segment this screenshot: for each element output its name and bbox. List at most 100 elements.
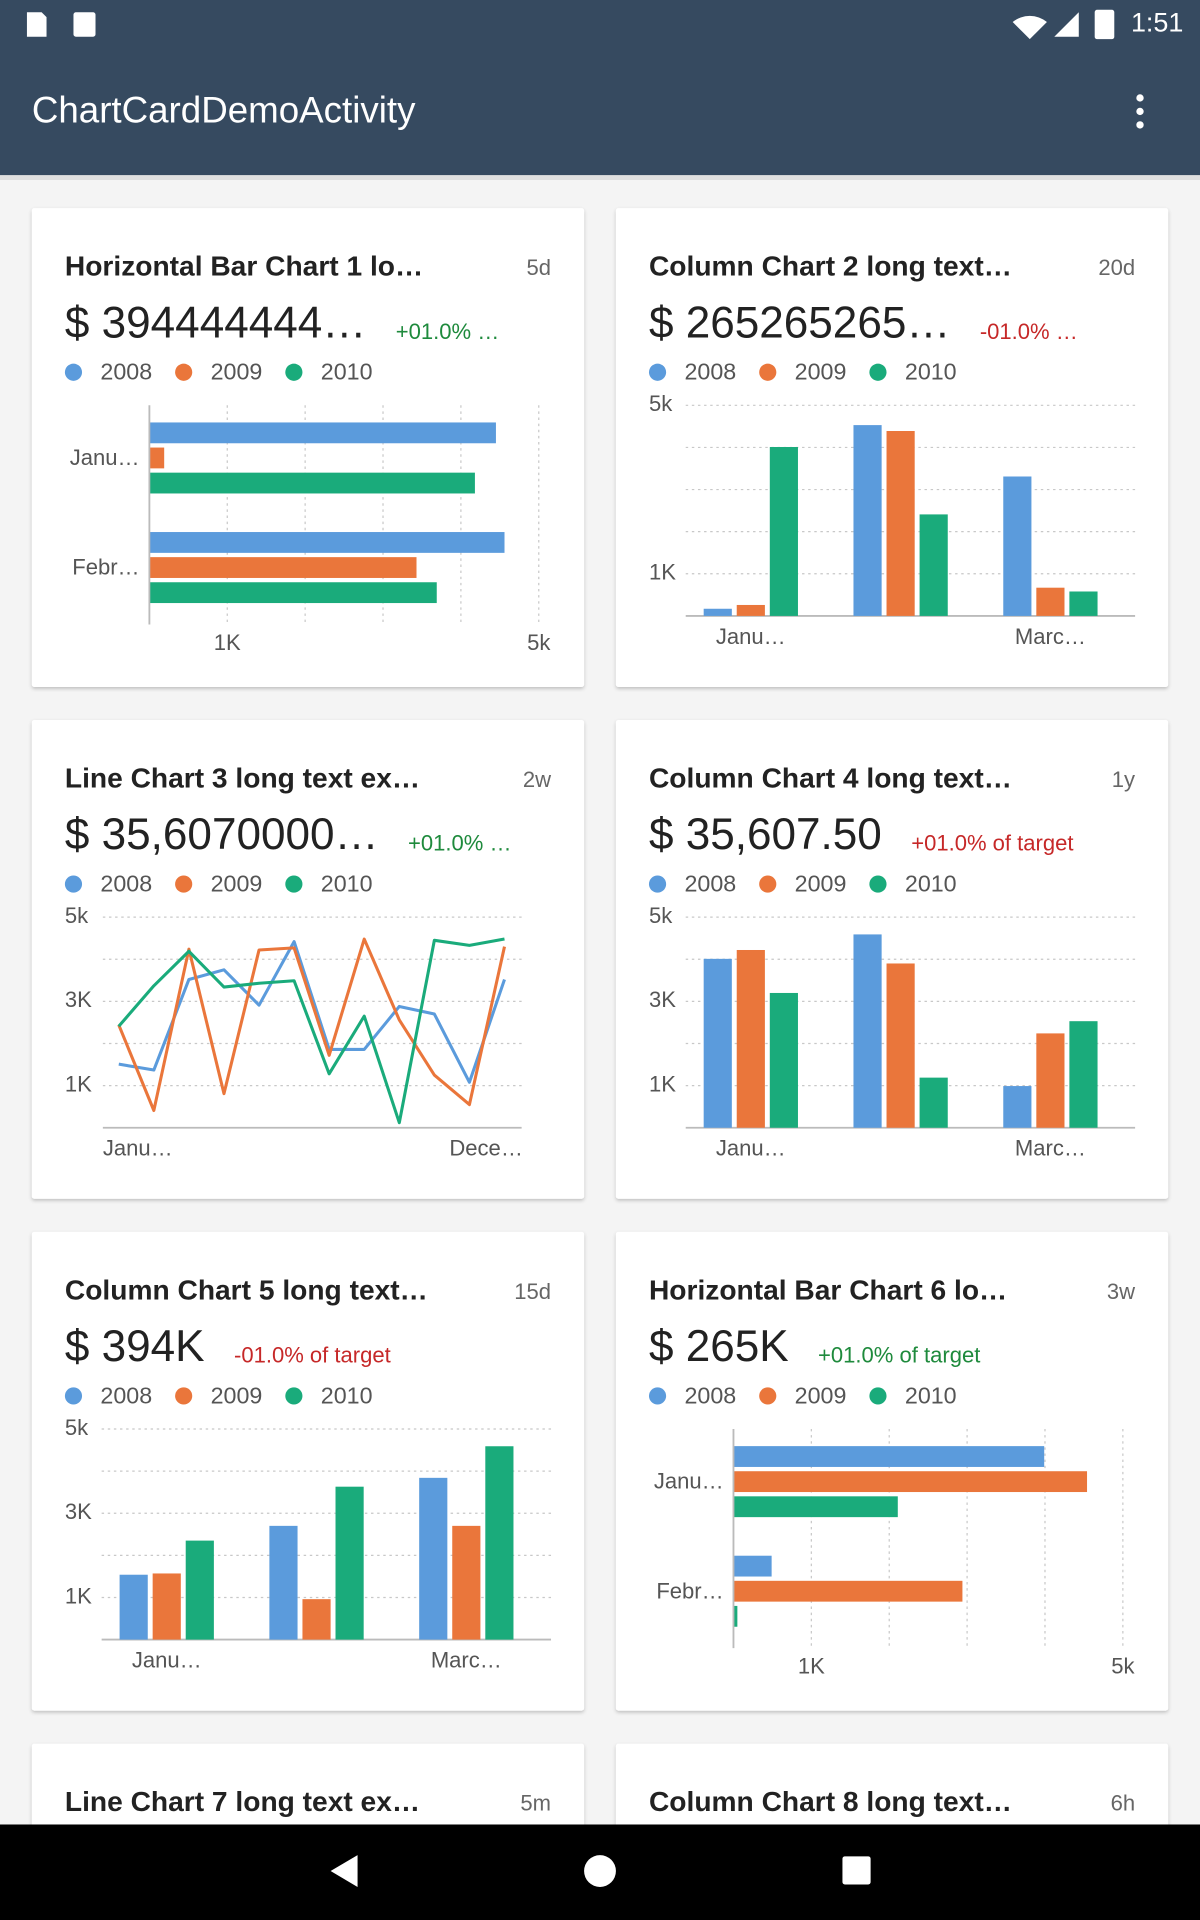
- status-time: 1:51: [1131, 8, 1183, 38]
- bar: [769, 447, 798, 616]
- y-tick-label: 5k: [649, 903, 673, 928]
- card-change: +01.0% of target: [818, 1343, 980, 1368]
- menu-dot[interactable]: [1136, 121, 1144, 129]
- bar: [1003, 476, 1032, 616]
- line: [117, 937, 506, 1113]
- card-change: +01.0% …: [396, 319, 499, 344]
- overflow-menu[interactable]: [1136, 94, 1144, 129]
- card-change: -01.0% of target: [234, 1343, 391, 1368]
- bar: [149, 557, 417, 578]
- status-icons: [26, 9, 1115, 40]
- card-age: 6h: [1111, 1791, 1136, 1816]
- y-tick-label: 5k: [65, 1415, 89, 1440]
- legend-label: 2010: [321, 870, 373, 896]
- card-title: Horizontal Bar Chart 6 lo…: [649, 1274, 1007, 1305]
- bar: [119, 1574, 148, 1640]
- x-tick-label: 5k: [1111, 1654, 1135, 1679]
- bar: [485, 1446, 514, 1640]
- y-tick-label: 1K: [649, 1071, 676, 1096]
- card-background: [31, 720, 585, 1199]
- legend-label: 2008: [684, 1382, 736, 1408]
- category-label: Janu…: [103, 1136, 173, 1161]
- menu-dot[interactable]: [1136, 107, 1144, 116]
- legend-dot: [759, 875, 777, 893]
- legend-label: 2009: [795, 359, 847, 385]
- bar: [733, 1446, 1045, 1467]
- category-label: Janu…: [132, 1647, 202, 1672]
- y-tick-label: 3K: [65, 1499, 92, 1524]
- bar: [1069, 591, 1098, 616]
- x-tick-label: 1K: [214, 630, 241, 655]
- category-label: Janu…: [716, 624, 786, 649]
- legend-dot: [648, 1387, 667, 1405]
- y-tick-label: 1K: [65, 1071, 92, 1096]
- card[interactable]: Column Chart 4 long text… 1y $ 35,607.50 +0…: [615, 720, 1169, 1199]
- card-title: Line Chart 7 long text ex…: [65, 1786, 420, 1817]
- y-tick-label: 1K: [65, 1583, 92, 1608]
- recents-button[interactable]: [842, 1856, 871, 1885]
- menu-dot[interactable]: [1136, 94, 1144, 102]
- legend-label: 2008: [100, 359, 152, 385]
- bar: [703, 608, 732, 616]
- legend-dot: [648, 363, 667, 381]
- card[interactable]: Horizontal Bar Chart 6 lo… 3w $ 265K +01.0%…: [615, 1231, 1169, 1711]
- legend-label: 2009: [211, 1382, 263, 1408]
- card[interactable]: Line Chart 3 long text ex… 2w $ 35,6070000…: [31, 720, 585, 1199]
- bar: [886, 431, 915, 616]
- bar: [853, 425, 882, 616]
- legend-dot: [869, 1387, 887, 1405]
- bar: [149, 447, 165, 469]
- bar: [733, 1605, 738, 1627]
- legend-dot: [285, 363, 303, 381]
- card-age: 1y: [1112, 767, 1135, 792]
- bar: [149, 582, 437, 604]
- bar: [152, 1573, 181, 1640]
- legend-label: 2009: [211, 359, 263, 385]
- bar: [919, 514, 948, 616]
- legend-label: 2008: [100, 870, 152, 896]
- legend-label: 2010: [905, 1382, 957, 1408]
- app-bar: [0, 0, 1200, 176]
- y-tick-label: 3K: [649, 987, 676, 1012]
- legend-label: 2009: [211, 870, 263, 896]
- bar: [1003, 1086, 1032, 1128]
- category-label: Marc…: [1015, 1136, 1086, 1161]
- card-list: Horizontal Bar Chart 1 lo… 5d $ 394444444……: [31, 208, 1169, 1920]
- card-title: Column Chart 8 long text…: [649, 1786, 1012, 1817]
- home-button[interactable]: [584, 1855, 616, 1887]
- wifi-icon: [1012, 15, 1047, 40]
- legend-label: 2010: [321, 1382, 373, 1408]
- bar: [419, 1477, 448, 1640]
- card-value: $ 35,6070000…: [65, 810, 379, 859]
- category-label: Febr…: [656, 1578, 723, 1603]
- card-value: $ 394444444…: [65, 298, 366, 347]
- card-change: +01.0% …: [408, 831, 512, 856]
- y-tick-label: 3K: [65, 987, 92, 1012]
- back-button[interactable]: [330, 1855, 358, 1887]
- category-label: Janu…: [70, 445, 140, 470]
- bar: [1069, 1021, 1098, 1128]
- card[interactable]: Horizontal Bar Chart 1 lo… 5d $ 394444444……: [31, 208, 585, 687]
- bar: [886, 963, 915, 1128]
- bar: [736, 949, 765, 1128]
- card-value: $ 35,607.50: [649, 810, 882, 859]
- line: [117, 937, 505, 1125]
- bar: [149, 472, 475, 494]
- card-title: Column Chart 2 long text…: [649, 251, 1012, 282]
- line: [118, 940, 506, 1084]
- bar: [919, 1077, 948, 1128]
- card[interactable]: Column Chart 2 long text… 20d $ 265265265……: [615, 208, 1169, 687]
- legend-dot: [285, 875, 303, 893]
- card[interactable]: Column Chart 5 long text… 15d $ 394K -01.0%…: [31, 1231, 585, 1711]
- card-value: $ 394K: [65, 1322, 205, 1371]
- card-title: Column Chart 4 long text…: [649, 762, 1012, 793]
- bar: [733, 1580, 963, 1602]
- legend-dot: [759, 363, 777, 381]
- legend-label: 2010: [321, 359, 373, 385]
- y-tick-label: 1K: [649, 560, 676, 585]
- card-title: Column Chart 5 long text…: [65, 1274, 428, 1305]
- legend-dot: [175, 1387, 193, 1405]
- legend-dot: [175, 363, 193, 381]
- bar: [269, 1525, 298, 1640]
